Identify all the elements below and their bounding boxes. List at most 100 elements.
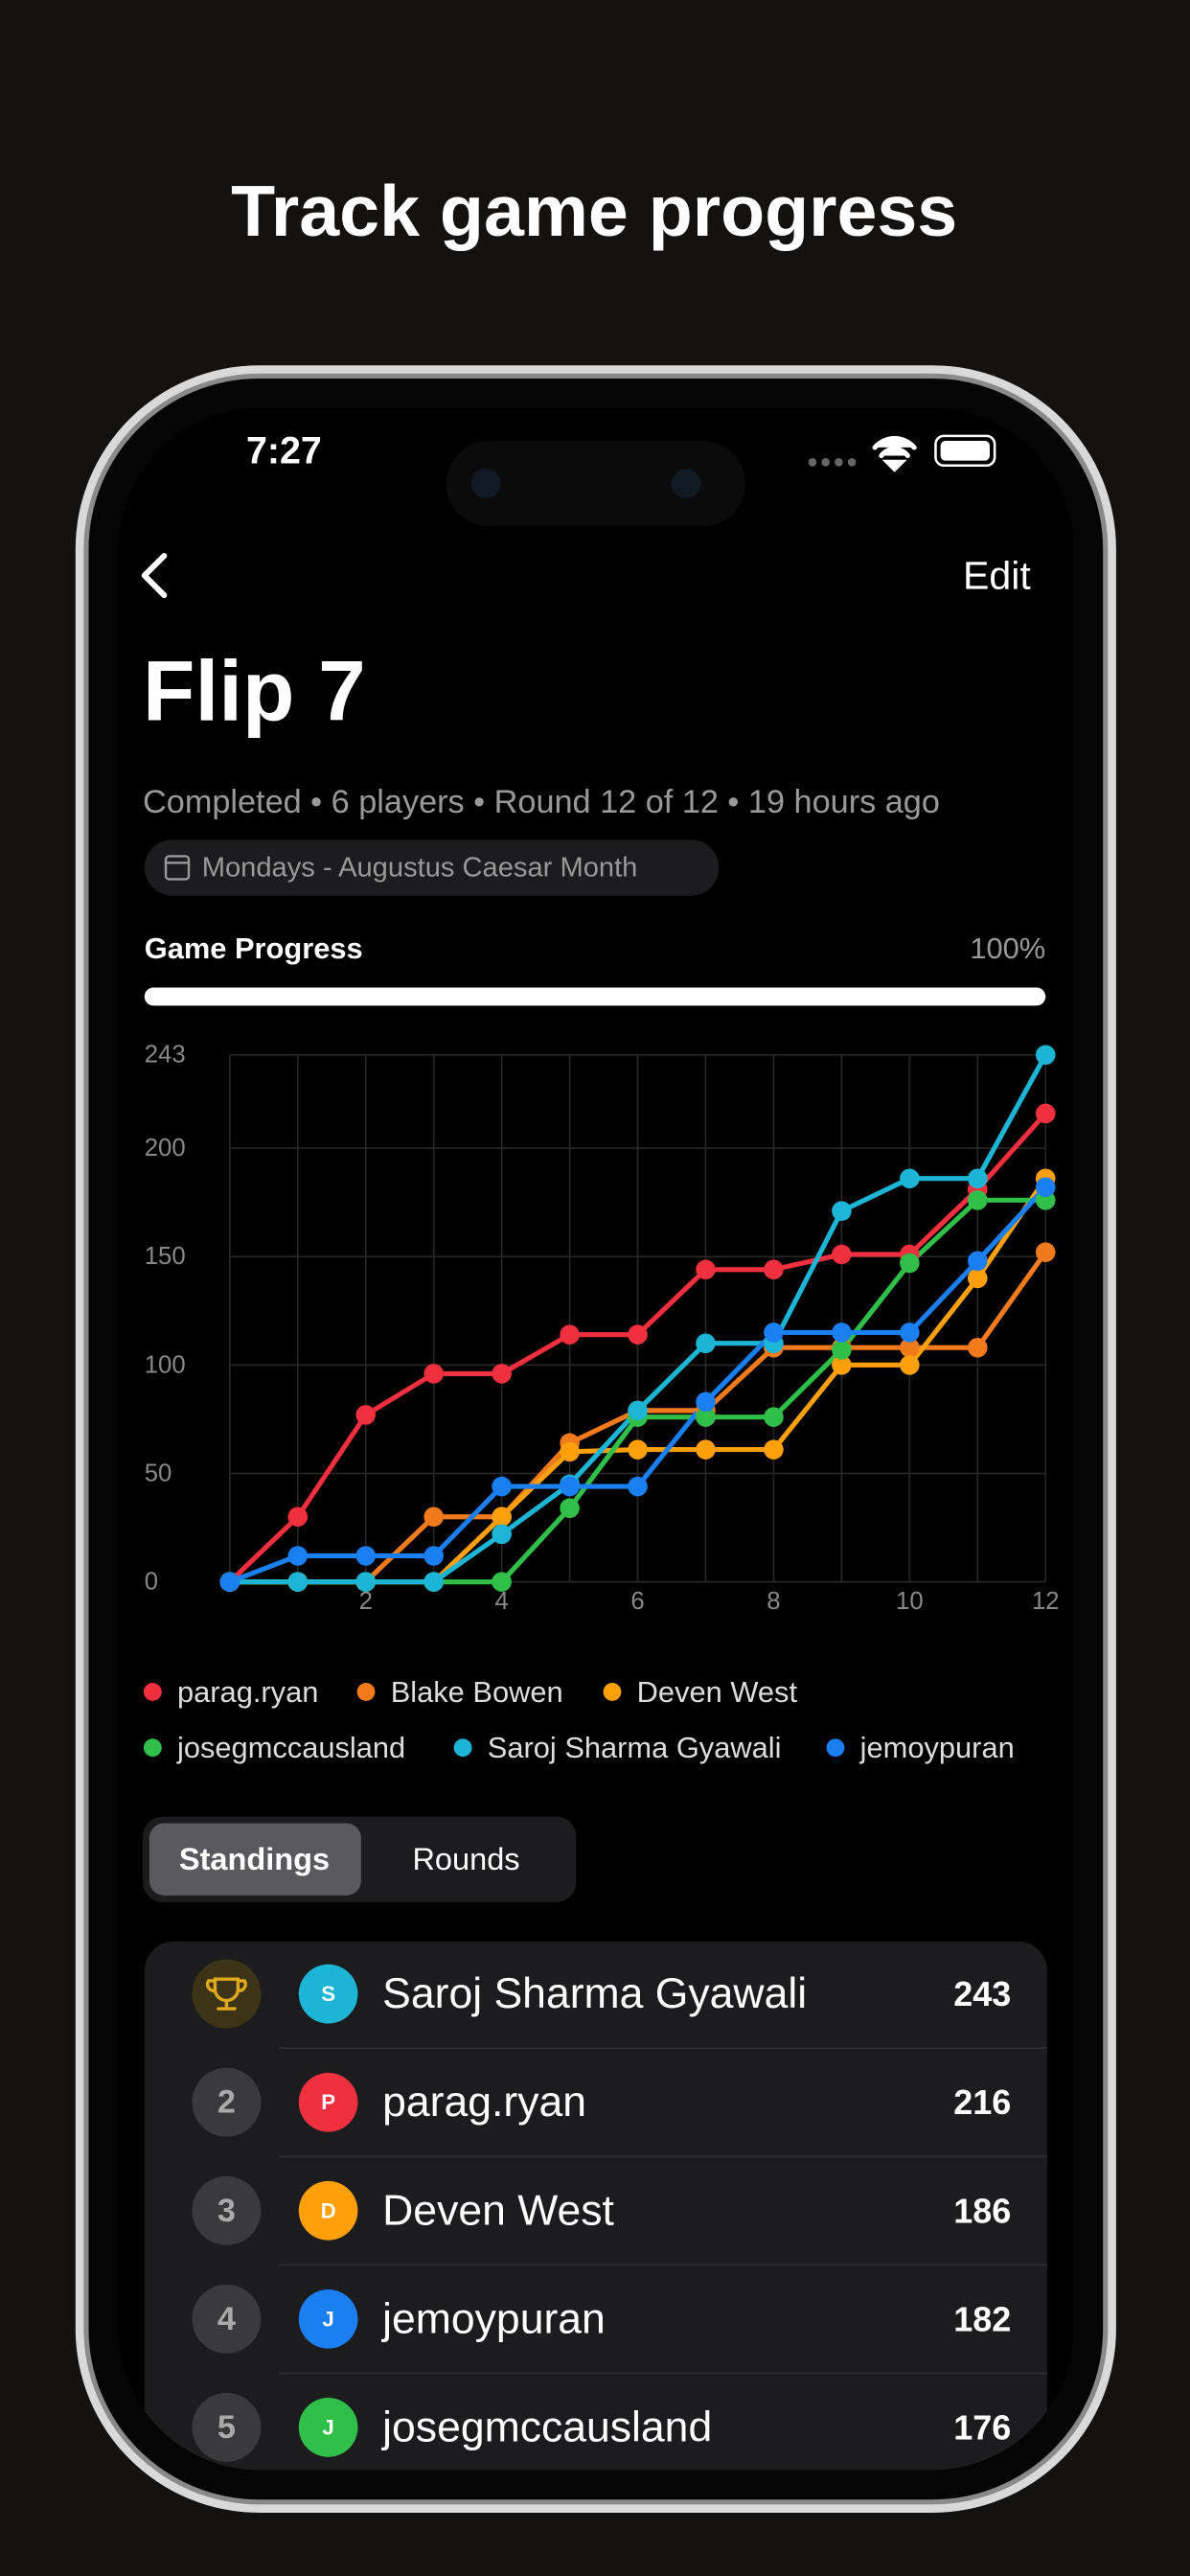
- player-score: 182: [953, 2299, 1011, 2338]
- battery: [934, 434, 996, 468]
- data-point: [1035, 1045, 1056, 1066]
- data-point: [832, 1340, 852, 1360]
- y-tick-label: 100: [145, 1351, 186, 1378]
- rank-badge: [192, 2067, 262, 2137]
- data-point: [968, 1337, 988, 1358]
- data-point: [423, 1572, 444, 1592]
- status-time: 7:27: [246, 429, 322, 472]
- rank-number: 2: [217, 2084, 236, 2121]
- wifi-icon: [872, 436, 917, 472]
- data-point: [900, 1168, 920, 1189]
- data-point: [764, 1259, 784, 1280]
- camera: [470, 469, 501, 498]
- legend-label: Blake Bowen: [391, 1675, 563, 1709]
- data-point: [764, 1439, 784, 1460]
- data-point: [492, 1506, 512, 1528]
- data-point: [696, 1407, 716, 1427]
- data-point: [900, 1322, 920, 1343]
- legend: parag.ryan Blake Bowen Deven West josegmcca…: [143, 1675, 1015, 1764]
- data-point: [628, 1439, 648, 1460]
- legend-swatch: [453, 1738, 472, 1758]
- data-point: [968, 1190, 988, 1210]
- data-point: [764, 1322, 784, 1343]
- data-point: [492, 1524, 512, 1545]
- y-tick-label: 0: [145, 1569, 158, 1596]
- legend-swatch: [143, 1738, 162, 1758]
- rank-number: 5: [217, 2409, 236, 2446]
- tab[interactable]: Rounds: [412, 1842, 519, 1876]
- back-button[interactable]: [141, 552, 168, 599]
- x-tick-label: 12: [1032, 1588, 1060, 1615]
- data-point: [968, 1268, 988, 1289]
- y-tick-label: 50: [145, 1460, 172, 1486]
- data-point: [832, 1201, 852, 1221]
- data-point: [560, 1441, 580, 1462]
- chart: 0 50 100 150 200 243 2 4 6 8 10 12: [145, 1042, 1060, 1615]
- avatar-initial: P: [321, 2090, 335, 2114]
- calendar-icon: [164, 855, 191, 881]
- standings-card: [144, 1941, 1047, 2471]
- trophy-icon: [205, 1977, 247, 2011]
- avatar-initial: S: [321, 1982, 335, 2006]
- data-point: [696, 1333, 716, 1353]
- x-tick-label: 10: [896, 1588, 924, 1615]
- x-tick-label: 6: [630, 1588, 644, 1615]
- data-point: [287, 1506, 309, 1528]
- data-point: [832, 1322, 852, 1343]
- data-point: [1035, 1177, 1056, 1198]
- x-tick-label: 2: [359, 1588, 373, 1615]
- data-point: [764, 1407, 784, 1427]
- player-name: josegmccausland: [380, 2404, 712, 2450]
- battery-level: [940, 441, 991, 461]
- tab[interactable]: Standings: [179, 1842, 330, 1876]
- legend-label: Deven West: [637, 1675, 798, 1709]
- y-tick-label: 243: [145, 1042, 186, 1069]
- data-point: [492, 1572, 512, 1592]
- data-point: [696, 1392, 716, 1413]
- avatar: [298, 2288, 358, 2349]
- subtitle: Completed • 6 players • Round 12 of 12 •…: [143, 784, 940, 820]
- edit-button[interactable]: Edit: [963, 554, 1031, 598]
- player-score: 243: [953, 1974, 1011, 2013]
- data-point: [628, 1400, 648, 1421]
- player-score: 176: [953, 2407, 1011, 2447]
- data-point: [900, 1253, 920, 1274]
- legend-swatch: [356, 1683, 376, 1701]
- data-point: [560, 1476, 580, 1497]
- data-point: [355, 1572, 377, 1592]
- legend-swatch: [826, 1738, 845, 1758]
- data-point: [1035, 1242, 1056, 1262]
- data-point: [423, 1364, 444, 1384]
- data-point: [968, 1251, 988, 1272]
- avatar-initial: J: [322, 2307, 333, 2331]
- tag-pill: [144, 840, 720, 896]
- rank-badge: [192, 2392, 262, 2462]
- avatar-initial: D: [321, 2198, 336, 2222]
- data-point: [423, 1546, 444, 1566]
- data-point: [900, 1355, 920, 1375]
- y-tick-label: 150: [145, 1243, 186, 1270]
- player-name: Saroj Sharma Gyawali: [382, 1970, 807, 2017]
- avatar: [298, 2180, 358, 2241]
- tag-text: Mondays - Augustus Caesar Month: [202, 852, 638, 883]
- page-title: Flip 7: [143, 642, 366, 738]
- progress-label: Game Progress: [145, 932, 363, 965]
- progress-value: 100%: [970, 932, 1045, 965]
- data-point: [832, 1244, 852, 1265]
- legend-label: josegmccausland: [176, 1731, 405, 1764]
- player-name: Deven West: [382, 2187, 614, 2234]
- data-point: [696, 1439, 716, 1460]
- data-point: [492, 1476, 512, 1497]
- legend-label: jemoypuran: [859, 1731, 1015, 1764]
- data-point: [560, 1498, 580, 1518]
- y-tick-label: 200: [145, 1135, 186, 1162]
- data-point: [355, 1405, 377, 1425]
- avatar-initial: J: [322, 2415, 333, 2439]
- segment-selected: [149, 1823, 361, 1896]
- legend-label: Saroj Sharma Gyawali: [488, 1731, 782, 1764]
- data-point: [492, 1364, 512, 1384]
- data-point: [628, 1324, 648, 1345]
- trophy-badge: [192, 1959, 262, 2029]
- rank-badge: [192, 2284, 262, 2354]
